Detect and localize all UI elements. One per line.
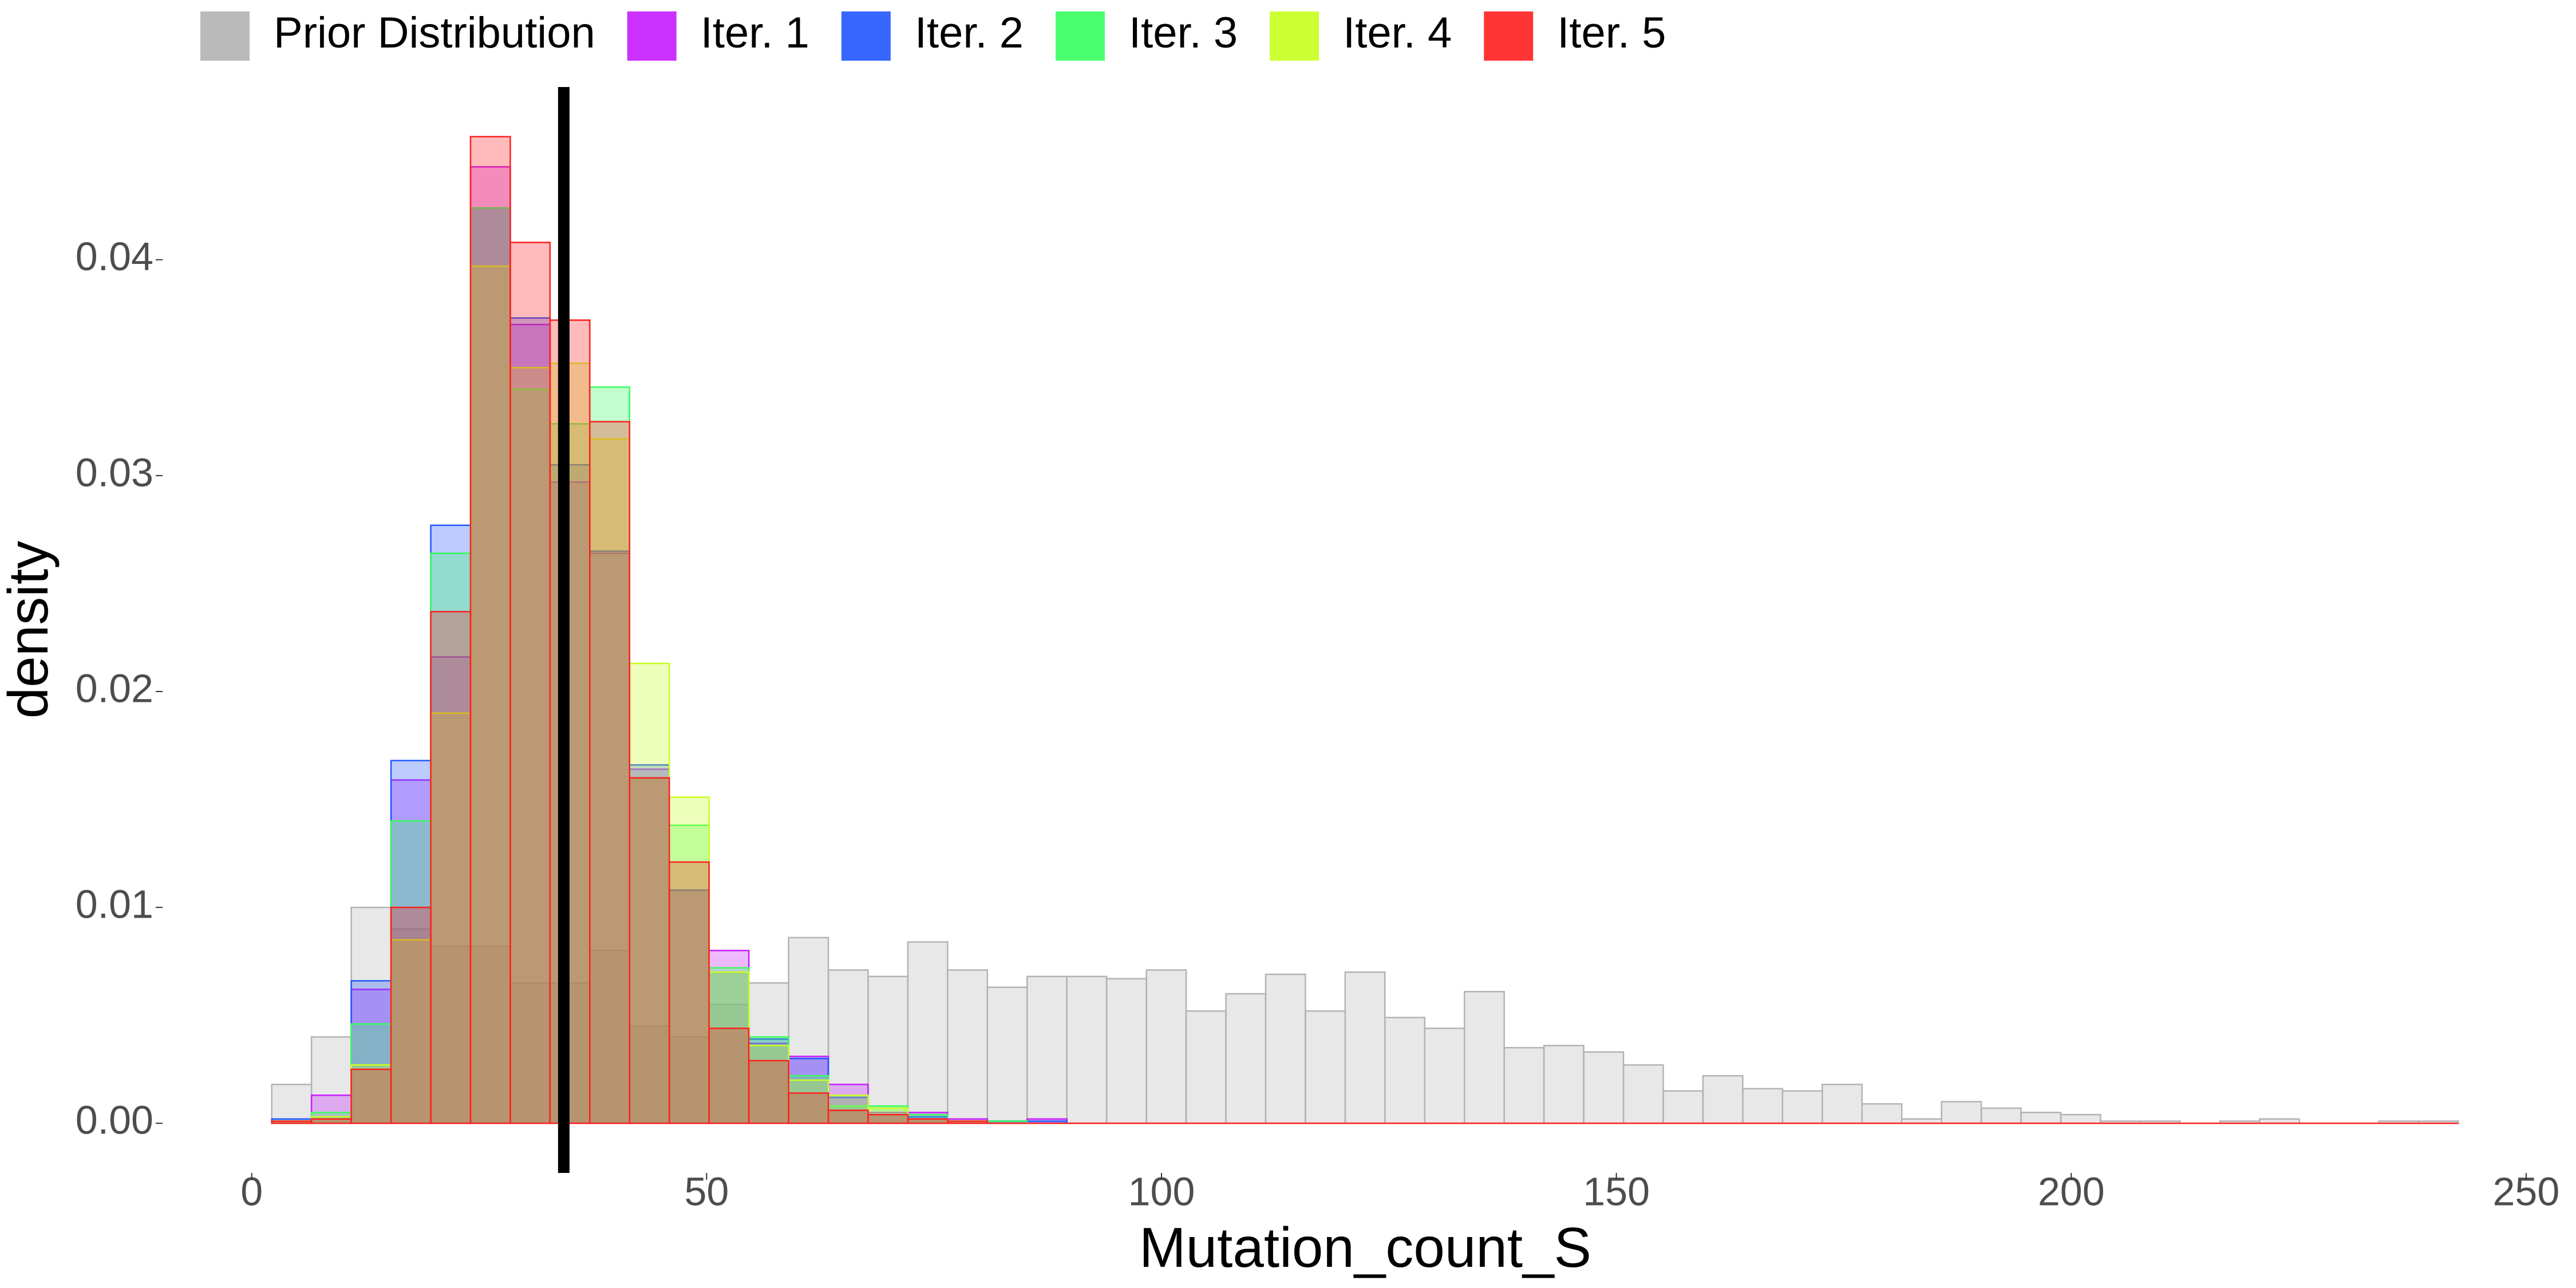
legend-key [627, 11, 677, 61]
legend-key [1484, 11, 1534, 61]
legend-label: Iter. 5 [1557, 9, 1666, 57]
bar [509, 242, 551, 1124]
bar [1265, 973, 1306, 1124]
bar [589, 421, 631, 1124]
series [271, 906, 2459, 1124]
bar [827, 1109, 869, 1124]
bar [947, 1120, 989, 1124]
legend-label: Iter. 3 [1129, 9, 1238, 57]
legend-key [841, 11, 891, 61]
bar [1702, 1075, 1744, 1124]
bar [1305, 1010, 1346, 1124]
bar [1185, 1010, 1227, 1124]
bar [1225, 993, 1267, 1124]
bar [668, 861, 710, 1124]
bar [986, 986, 1028, 1124]
bar [748, 1060, 789, 1124]
bar [1781, 1090, 1823, 1124]
bar [469, 136, 511, 1124]
bar [907, 941, 949, 1124]
legend-label: Iter. 4 [1343, 9, 1452, 57]
bar [629, 777, 670, 1124]
bar [271, 1084, 313, 1124]
y-axis-title: density [0, 541, 60, 719]
bar [1424, 1028, 1465, 1124]
legend-key [1270, 11, 1319, 61]
legend-key [200, 11, 250, 61]
bar [2060, 1113, 2101, 1124]
legend-label: Prior Distribution [274, 9, 595, 57]
bar [708, 1028, 750, 1124]
bar [1384, 1017, 1426, 1124]
y-tick-label: 0.02 [76, 666, 153, 710]
bar [271, 1120, 313, 1124]
bar [867, 975, 909, 1124]
bar [1066, 975, 1108, 1124]
bar [1583, 1051, 1625, 1124]
y-tick-label: 0.04 [76, 234, 153, 279]
bar [1622, 1064, 1664, 1124]
y-tick-label: 0.00 [76, 1098, 153, 1143]
bar [1463, 990, 1505, 1124]
bar [1861, 1103, 1903, 1124]
bar [947, 969, 989, 1124]
legend-label: Iter. 1 [701, 9, 809, 57]
y-tick-label: 0.01 [76, 882, 153, 927]
series [271, 166, 2459, 1124]
bar [1662, 1090, 1704, 1124]
bar [1822, 1084, 1863, 1124]
legend-label: Iter. 2 [915, 9, 1024, 57]
bar [1145, 969, 1187, 1124]
x-axis-title: Mutation_count_S [1139, 1216, 1591, 1279]
bar [390, 906, 432, 1124]
bar [1503, 1047, 1545, 1124]
bar [1543, 1045, 1585, 1124]
bar [549, 319, 591, 1124]
bar [310, 1118, 352, 1124]
y-tick-label: 0.03 [76, 450, 153, 495]
bar [1026, 975, 1068, 1124]
bar [1742, 1088, 1784, 1124]
bar [867, 1113, 909, 1124]
series [271, 136, 2459, 1124]
bar [788, 1092, 829, 1124]
bar [2020, 1112, 2062, 1124]
bar [1941, 1101, 1982, 1124]
bar [430, 611, 472, 1124]
bar [907, 1118, 949, 1124]
series [271, 207, 2459, 1124]
bar [350, 1068, 392, 1124]
bar [1105, 978, 1147, 1124]
bar [1980, 1107, 2022, 1124]
bar [1344, 971, 1386, 1124]
legend-key [1055, 11, 1105, 61]
